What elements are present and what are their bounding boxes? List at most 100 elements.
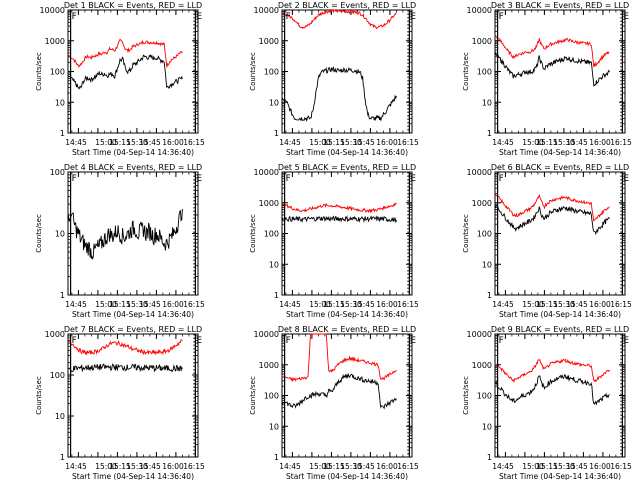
y-tick-label: 1 [274,291,279,300]
y-tick-label: 1 [60,129,65,138]
plot-frame [67,9,199,134]
y-tick-label: 1 [274,453,279,462]
panel-title: Det 2 BLACK = Events, RED = LLD [278,1,416,10]
x-tick-label: 15:30 [553,300,575,309]
x-tick-label: 15:45 [139,462,161,471]
detector-panel-9: 1 10 100 1000 10000 14:45 15:0015:1515:3015:45… [462,325,632,481]
y-tick-label: 1000 [259,37,279,46]
x-tick-label: 15:00 [522,462,544,471]
y-axis-label: Counts/sec [35,52,43,91]
y-tick-label: 1000 [45,37,65,46]
marker-e-label: E [196,12,202,22]
y-tick-label: 10000 [40,6,65,15]
y-axis-label: Counts/sec [35,376,43,415]
marker-f-label: F [72,336,77,346]
y-axis-label: Counts/sec [462,214,470,253]
y-tick-label: 10000 [467,6,492,15]
y-tick-label: 10 [482,260,492,269]
x-tick-label: 16:00 [376,300,398,309]
y-axis-label: Counts/sec [249,52,257,91]
plot-frame [281,171,413,296]
x-tick-label: 15:15 [109,300,131,309]
x-tick-label: 16:00 [376,462,398,471]
y-tick-label: 10 [482,98,492,107]
y-tick-label: 10000 [467,168,492,177]
marker-f-label: F [286,12,291,22]
marker-f-label: F [499,336,504,346]
panel-title: Det 7 BLACK = Events, RED = LLD [64,325,202,334]
y-tick-label: 10 [482,422,492,431]
y-tick-label: 100 [50,371,65,380]
y-axis-label: Counts/sec [462,52,470,91]
detector-panel-8: 1 10 100 1000 10000 14:45 15:0015:1515:3015:45… [249,325,419,481]
lld-series-line [281,8,397,30]
panel-title: Det 6 BLACK = Events, RED = LLD [491,163,629,172]
y-tick-label: 100 [477,230,492,239]
y-tick-label: 10000 [254,6,279,15]
lld-series-line [494,358,610,384]
x-tick-label: 16:00 [162,138,184,147]
x-tick-label: 15:15 [109,138,131,147]
plot-frame [67,333,199,458]
x-tick-label: 15:15 [323,300,345,309]
x-tick-label: 15:00 [95,300,117,309]
x-axis-label: Start Time (04-Sep-14 14:36:40) [286,472,408,480]
detector-panel-3: 1 10 100 1000 10000 14:45 15:0015:1515:3015:45… [462,1,632,157]
y-tick-label: 1 [487,129,492,138]
y-tick-label: 10000 [467,330,492,339]
marker-f-label: F [72,174,77,184]
x-tick-label: 14:45 [65,300,87,309]
y-tick-label: 100 [50,168,65,177]
x-tick-label: 15:15 [323,462,345,471]
x-tick-label: 16:15 [397,462,419,471]
plot-frame [494,9,626,134]
x-tick-label: 16:15 [183,300,205,309]
events-series-line [281,215,397,224]
x-tick-label: 16:15 [397,300,419,309]
y-tick-label: 10 [269,98,279,107]
plot-frame [67,171,199,296]
y-tick-label: 1 [487,291,492,300]
y-tick-label: 10 [55,412,65,421]
marker-e-label: E [410,174,416,184]
x-tick-label: 15:00 [95,462,117,471]
y-tick-label: 10 [269,260,279,269]
x-tick-label: 16:00 [589,300,611,309]
x-tick-label: 15:00 [309,138,331,147]
detector-panel-5: 1 10 100 1000 10000 14:45 15:0015:1515:3015:45… [249,163,419,319]
x-tick-label: 15:15 [536,462,558,471]
lld-series-line [281,202,397,214]
x-tick-label: 16:00 [376,138,398,147]
events-series-line [67,363,183,373]
x-axis-label: Start Time (04-Sep-14 14:36:40) [499,310,621,319]
x-axis-label: Start Time (04-Sep-14 14:36:40) [72,472,194,480]
y-tick-label: 10000 [254,168,279,177]
x-axis-label: Start Time (04-Sep-14 14:36:40) [72,148,194,157]
x-tick-label: 14:45 [492,300,514,309]
x-tick-label: 16:00 [162,462,184,471]
x-tick-label: 15:00 [309,300,331,309]
x-tick-label: 14:45 [65,138,87,147]
marker-e-label: E [196,174,202,184]
y-axis-label: Counts/sec [462,376,470,415]
x-tick-label: 16:00 [162,300,184,309]
detector-panel-6: 1 10 100 1000 10000 14:45 15:0015:1515:3015:45… [462,163,632,319]
panel-title: Det 9 BLACK = Events, RED = LLD [491,325,629,334]
x-tick-label: 16:15 [397,138,419,147]
y-tick-label: 100 [264,230,279,239]
x-tick-label: 15:30 [126,300,148,309]
y-tick-label: 1000 [472,199,492,208]
lld-series-line [282,333,397,383]
x-tick-label: 15:00 [522,138,544,147]
x-tick-label: 14:45 [492,462,514,471]
x-axis-label: Start Time (04-Sep-14 14:36:40) [286,148,408,157]
x-axis-label: Start Time (04-Sep-14 14:36:40) [499,472,621,480]
marker-f-label: F [72,12,77,22]
y-tick-label: 100 [264,392,279,401]
lld-series-line [67,339,183,356]
x-axis-label: Start Time (04-Sep-14 14:36:40) [72,310,194,319]
y-tick-label: 1000 [45,330,65,339]
